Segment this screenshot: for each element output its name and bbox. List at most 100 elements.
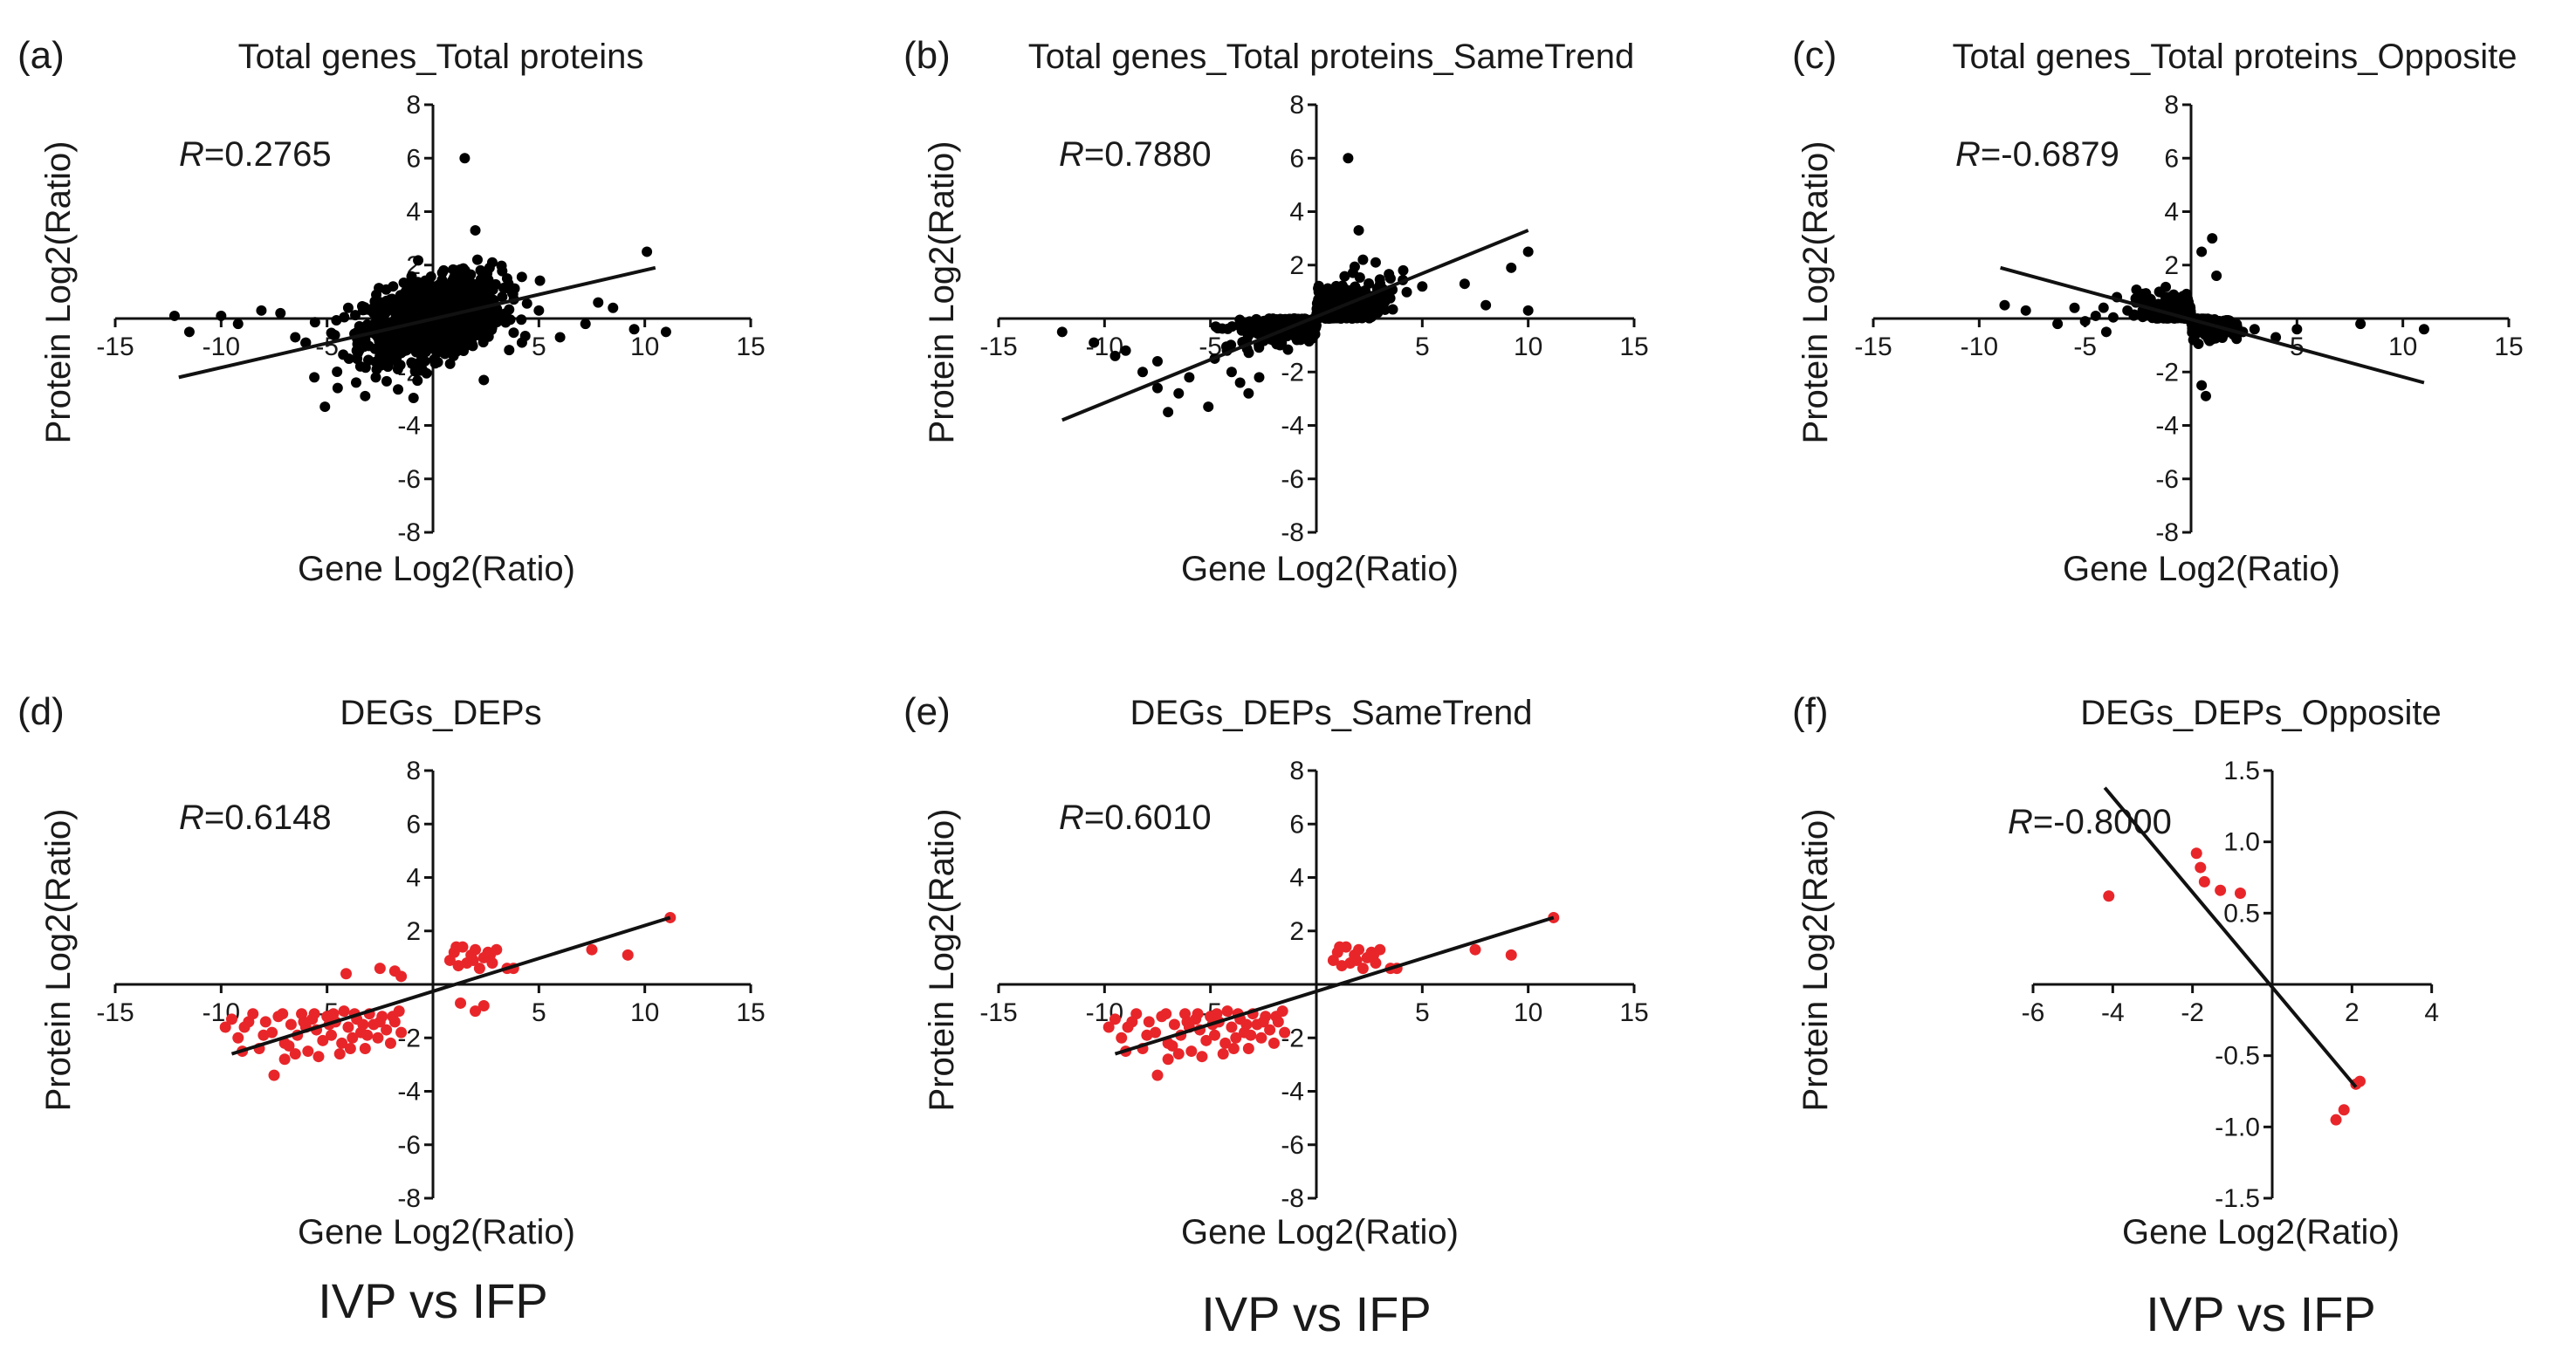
data-point [438, 264, 450, 276]
data-point [2215, 884, 2227, 896]
data-point [268, 1069, 280, 1081]
data-point [392, 313, 403, 325]
data-point [1109, 1013, 1121, 1025]
y-tick-label: -6 [1281, 465, 1304, 494]
regression-line [2103, 786, 2358, 1088]
x-tick-label: 15 [736, 332, 765, 361]
data-point [497, 291, 508, 303]
data-point [1522, 246, 1534, 257]
data-point [1506, 262, 1517, 273]
y-axis-label: Protein Log2(Ratio) [1796, 141, 1835, 444]
chart-title: DEGs_DEPs_SameTrend [1130, 694, 1533, 732]
data-point [412, 305, 423, 316]
x-tick-label: 10 [1514, 332, 1542, 361]
data-point [381, 298, 392, 309]
data-point [1387, 304, 1398, 315]
x-tick-label: -2 [2181, 998, 2204, 1027]
data-point [1196, 1051, 1208, 1063]
data-point [413, 255, 424, 266]
y-tick-label: 8 [406, 757, 421, 785]
data-point [1219, 1037, 1232, 1049]
data-point [1185, 1045, 1198, 1058]
scatter-points [1103, 911, 1560, 1081]
data-point [1360, 301, 1371, 312]
y-tick-label: -4 [2155, 412, 2179, 441]
data-point [1282, 344, 1294, 355]
data-point [1384, 273, 1396, 284]
data-point [1255, 1032, 1267, 1044]
data-point [361, 1029, 374, 1041]
data-point [2196, 246, 2208, 257]
data-point [409, 336, 421, 347]
data-point [1313, 286, 1324, 298]
data-point [232, 319, 244, 330]
y-axis-label: Protein Log2(Ratio) [39, 141, 78, 444]
data-point [1522, 305, 1534, 316]
panel-label: (b) [903, 34, 951, 77]
data-point [453, 291, 464, 303]
data-point [2355, 319, 2366, 330]
data-point [2147, 312, 2158, 324]
data-point [622, 949, 634, 961]
data-point [432, 357, 443, 368]
panel-e: (e)DEGs_DEPs_SameTrend-15-10-551015-8-6-… [903, 690, 1649, 1251]
y-tick-label: -8 [397, 1184, 421, 1213]
data-point [1126, 1016, 1138, 1028]
panel-c: (c) Total genes_Total proteins_Opposite -1… [1792, 34, 2524, 588]
y-tick-label: 4 [1289, 198, 1304, 227]
data-point [2234, 887, 2246, 899]
data-point [2153, 298, 2164, 310]
data-point [384, 1037, 396, 1049]
y-tick-label: 2 [406, 917, 421, 946]
panel-label: (f) [1792, 690, 1829, 733]
data-point [457, 299, 469, 311]
data-point [1398, 264, 1409, 276]
chart-title: Total genes_Total proteins_Opposite [1952, 38, 2517, 76]
x-tick-label: -15 [96, 332, 134, 361]
y-tick-label: 8 [406, 91, 421, 120]
data-point [309, 317, 320, 328]
data-point [309, 372, 320, 383]
data-point [1480, 299, 1492, 311]
panel-a: (a) Total genes_Total proteins-15 -10 -5 5 10… [17, 34, 766, 588]
y-tick-label: -2 [2155, 358, 2179, 387]
data-point [450, 941, 463, 953]
data-point [470, 943, 482, 956]
data-point [408, 392, 419, 403]
data-point [1056, 326, 1068, 338]
data-point [1243, 387, 1254, 399]
x-axis-label: Gene Log2(Ratio) [1181, 550, 1459, 588]
data-point [397, 346, 409, 357]
y-tick-label: -4 [1281, 1078, 1304, 1107]
data-point [340, 968, 353, 980]
x-tick-label: -15 [1854, 332, 1892, 361]
data-point [2100, 326, 2112, 338]
data-point [1257, 1016, 1269, 1028]
data-point [243, 1016, 255, 1028]
data-point [347, 1032, 359, 1044]
data-point [1120, 345, 1131, 356]
data-point [642, 246, 653, 257]
data-point [1166, 1039, 1178, 1052]
data-point [508, 327, 519, 339]
data-point [289, 1048, 301, 1060]
scatter-points [1999, 233, 2429, 401]
data-point [259, 1016, 271, 1028]
data-point [1357, 254, 1369, 265]
data-point [420, 343, 431, 354]
data-point [1151, 1069, 1164, 1081]
data-point [381, 337, 392, 348]
data-point [256, 305, 267, 316]
data-point [333, 1048, 346, 1060]
data-point [2162, 303, 2174, 314]
y-tick-label: 8 [1289, 757, 1304, 785]
data-point [183, 326, 195, 338]
data-point [486, 257, 498, 268]
chart-title: Total genes_Total proteins_SameTrend [1028, 38, 1635, 76]
data-point [2418, 324, 2429, 335]
data-point [375, 360, 387, 371]
x-axis-label: Gene Log2(Ratio) [1181, 1213, 1459, 1251]
data-point [225, 1013, 237, 1025]
regression-line [1114, 915, 1555, 1056]
data-point [1103, 1021, 1115, 1033]
